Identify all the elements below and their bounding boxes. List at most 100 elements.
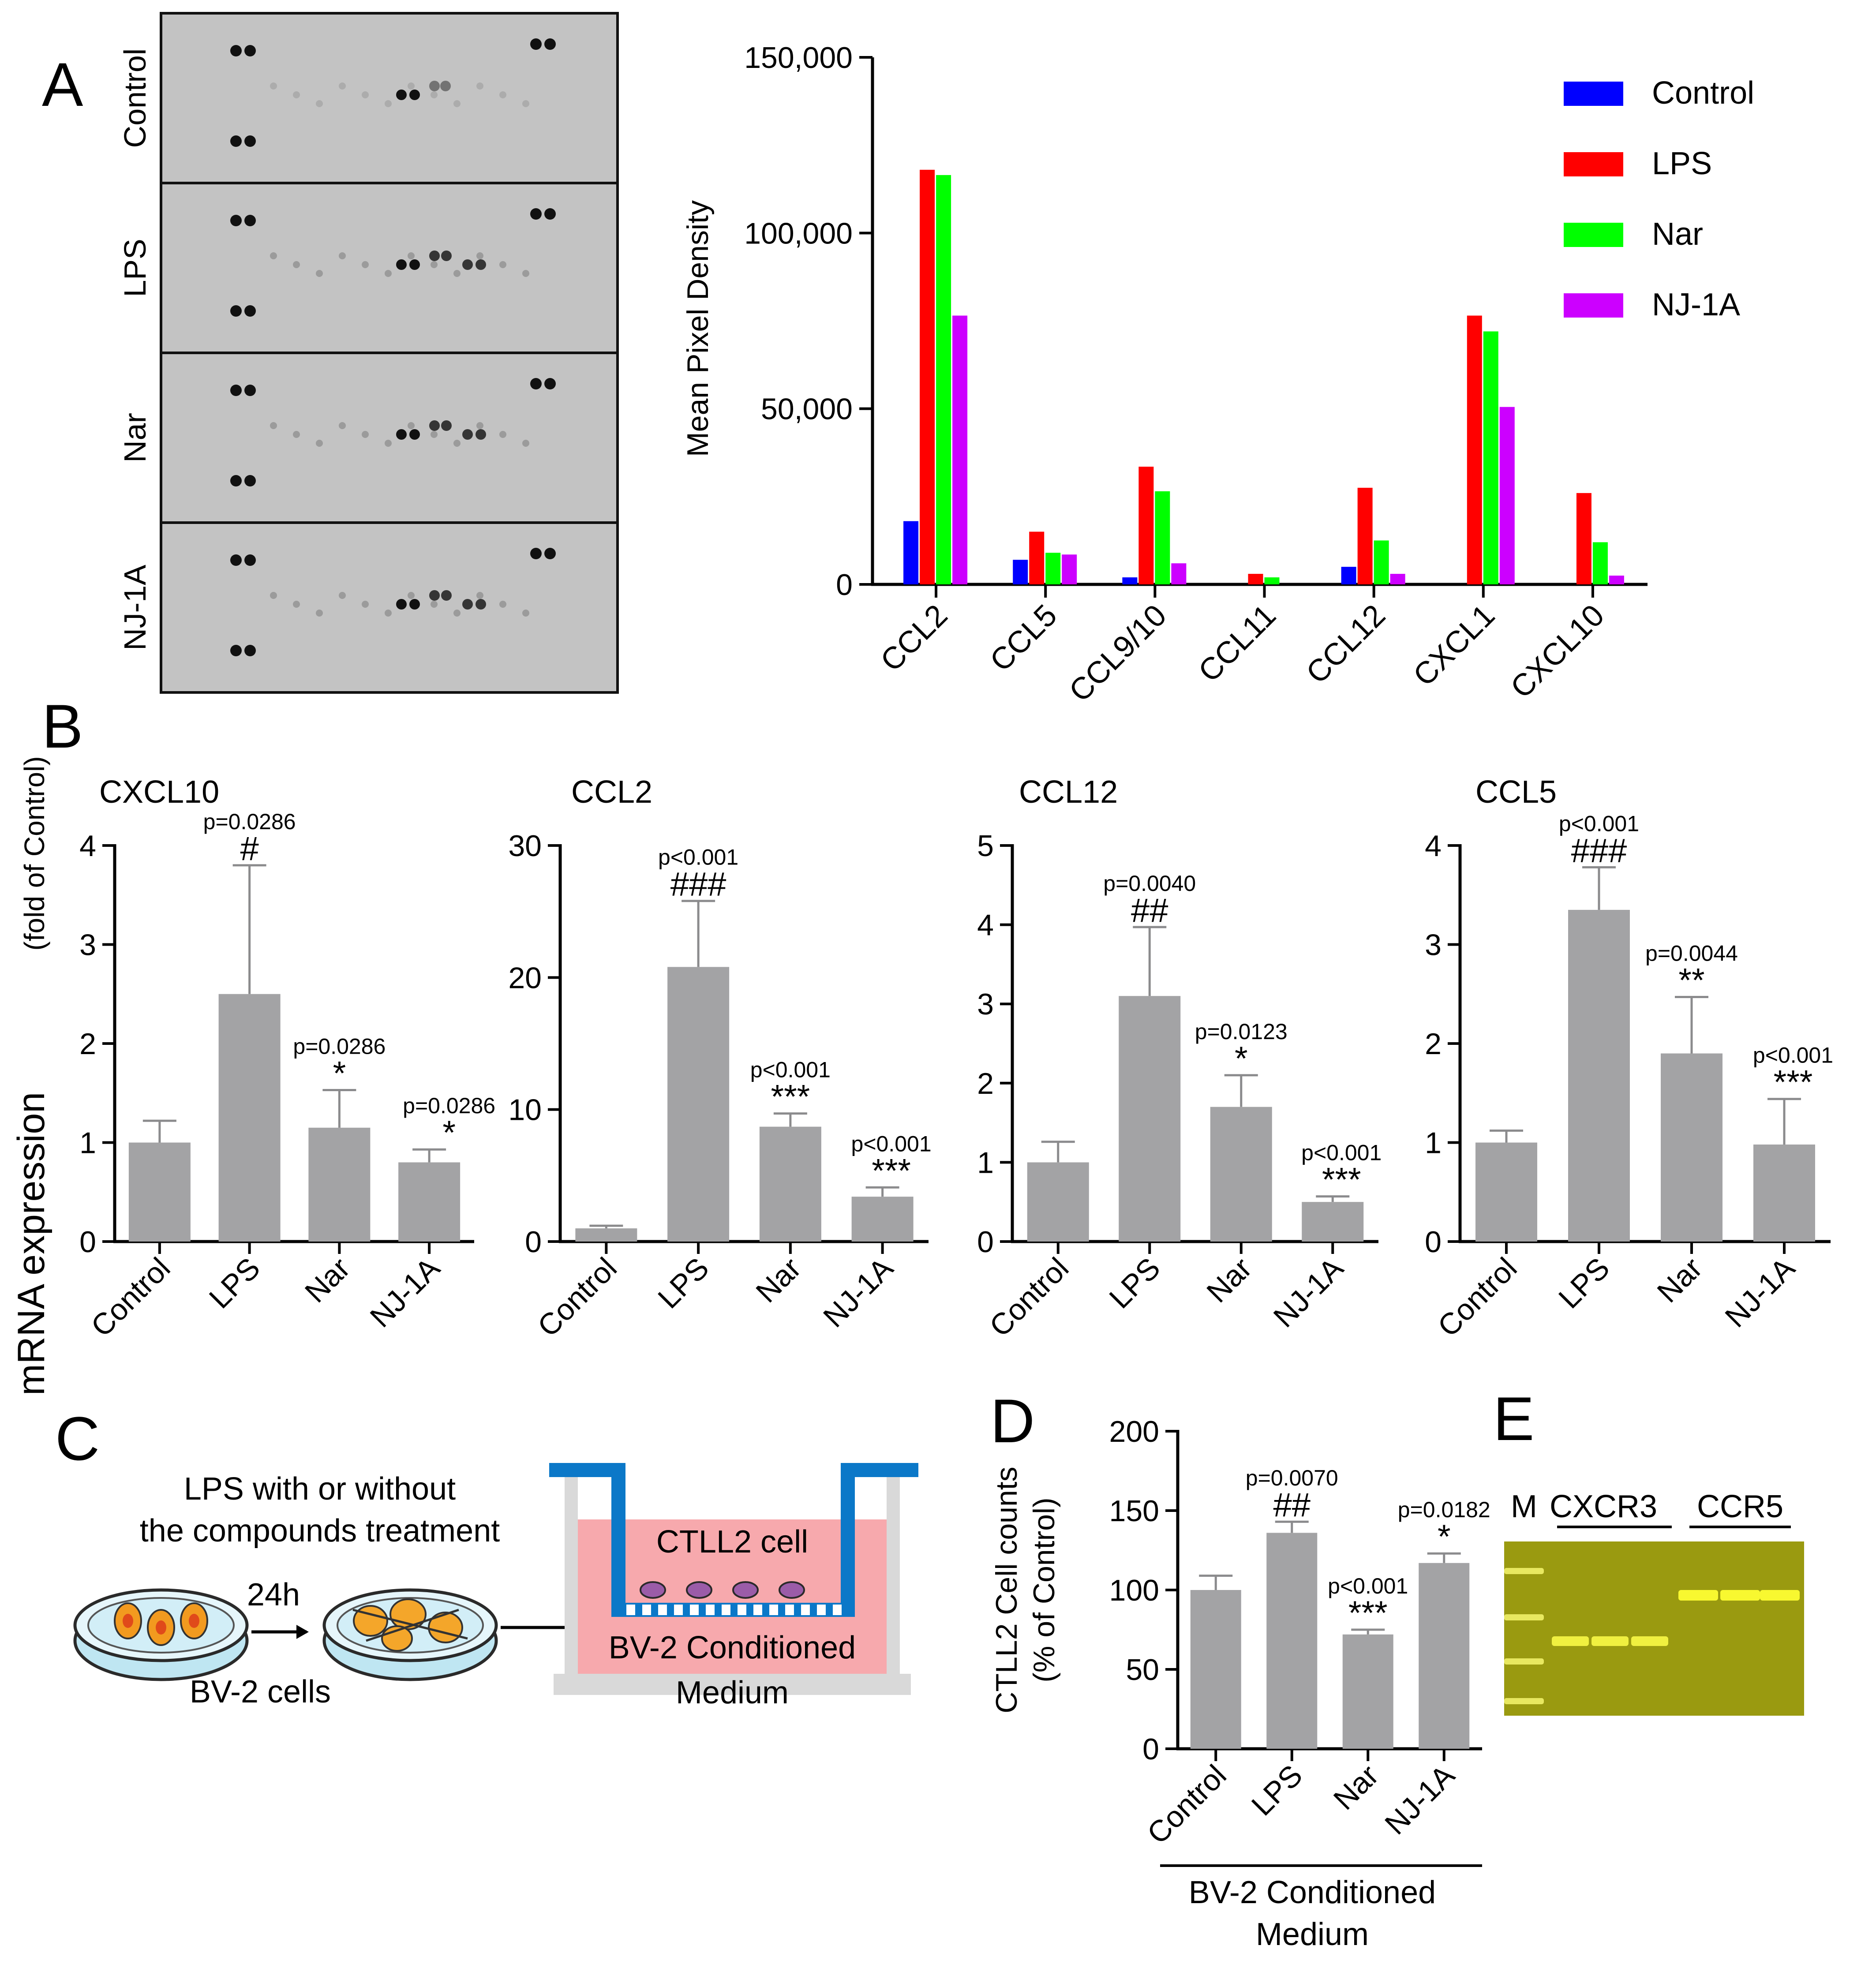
bar-nar: [1661, 1053, 1722, 1242]
reference-spot: [244, 645, 256, 656]
membrane-pore: [801, 1605, 810, 1615]
significance-mark: *: [442, 1114, 456, 1152]
bar-lps-ccl12: [1357, 487, 1373, 584]
faint-spot: [431, 261, 438, 268]
p-value: p<0.001: [1301, 1141, 1382, 1165]
membrane-pore: [738, 1605, 746, 1615]
culture-dish-icon: [73, 1588, 249, 1681]
rt-pcr-gel: M CXCR3 CCR5: [1504, 1489, 1804, 1716]
faint-spot: [431, 601, 438, 608]
treatment-line-1: LPS with or without: [184, 1471, 456, 1507]
significance-mark: ##: [1273, 1486, 1311, 1524]
array-membrane-0: [160, 12, 619, 184]
x-tick-label: NJ-1A: [817, 1251, 900, 1334]
membrane-pore: [642, 1605, 651, 1615]
legend-swatch-control: [1564, 82, 1623, 106]
faint-spot: [270, 252, 277, 259]
faint-spot: [362, 601, 369, 608]
bar-nj-1a: [1753, 1144, 1815, 1242]
x-axis-label-2: Medium: [1256, 1917, 1369, 1952]
x-tick-label: Nar: [749, 1251, 807, 1309]
reference-spot: [244, 135, 256, 147]
significance-mark: #: [240, 830, 258, 868]
panel-label-a: A: [42, 50, 83, 119]
faint-spot: [408, 422, 415, 429]
bar-nj-1a: [398, 1162, 461, 1242]
faint-spot: [362, 431, 369, 438]
mrna-ylabel-main: mRNA expression: [10, 1092, 52, 1395]
faint-spot: [453, 610, 461, 617]
p-value: p=0.0286: [203, 809, 296, 834]
reference-spot: [244, 45, 256, 56]
panel-label-d: D: [990, 1386, 1035, 1455]
arrow-1-head: [296, 1625, 309, 1639]
reference-spot: [230, 135, 242, 147]
y-tick-label: 100: [1109, 1574, 1159, 1607]
membrane-pore: [690, 1605, 699, 1615]
chemokine-spot: [409, 429, 420, 440]
marker-lane-label: M: [1511, 1489, 1537, 1524]
array-membrane-3: [160, 521, 619, 694]
chemokine-spot: [441, 590, 452, 601]
bar-nar: [308, 1127, 371, 1242]
chemokine-spot: [396, 259, 407, 270]
bar-nar: [1210, 1107, 1272, 1242]
x-tick-label: NJ-1A: [1378, 1758, 1461, 1841]
ctll2-migration-chart: 0 50 100 150 200 Control LPS ##p=0.0070 Nar ***p<…: [990, 1415, 1490, 1952]
faint-spot: [293, 601, 300, 608]
p-value: p<0.001: [750, 1058, 831, 1082]
x-tick-label: NJ-1A: [1719, 1251, 1801, 1334]
x-tick-label: NJ-1A: [363, 1251, 446, 1334]
marker-band: [1504, 1698, 1544, 1704]
p-value: p=0.0286: [293, 1034, 386, 1059]
y-tick-label: 5: [977, 829, 994, 863]
faint-spot: [522, 440, 529, 447]
faint-spot: [270, 592, 277, 599]
x-tick-label: LPS: [1103, 1251, 1167, 1315]
reference-spot: [244, 305, 256, 317]
faint-spot: [339, 592, 346, 599]
faint-spot: [522, 610, 529, 617]
x-tick-label: CXCL10: [1504, 598, 1610, 704]
chart-title: CCL2: [571, 774, 652, 810]
x-tick-label: CCL5: [983, 598, 1063, 678]
protein-array-blots: Control LPS Nar NJ-1A: [118, 12, 619, 694]
faint-spot: [476, 82, 483, 90]
legend-label: LPS: [1652, 146, 1712, 181]
chemokine-spot: [441, 420, 452, 431]
bar-control-ccl12: [1341, 567, 1356, 584]
bar-control: [575, 1228, 637, 1242]
significance-mark: ##: [1131, 892, 1168, 929]
ccr5-lane-label: CCR5: [1697, 1489, 1783, 1524]
chemokine-spot: [429, 81, 440, 91]
upper-cell-label: CTLL2 cell: [656, 1524, 808, 1560]
reference-spot: [544, 208, 556, 220]
bar-lps-cxcl1: [1467, 315, 1482, 584]
panel-label-e: E: [1493, 1384, 1534, 1453]
significance-mark: ***: [1774, 1064, 1813, 1101]
array-row-label: NJ-1A: [118, 565, 152, 651]
y-tick-label: 3: [79, 928, 96, 962]
reference-spot: [244, 385, 256, 396]
p-value: p=0.0286: [403, 1093, 495, 1118]
x-tick-label: Control: [1431, 1251, 1524, 1343]
faint-spot: [270, 82, 277, 90]
reference-spot: [544, 38, 556, 50]
reference-spot: [230, 45, 242, 56]
faint-spot: [408, 592, 415, 599]
significance-mark: *: [1235, 1040, 1248, 1077]
culture-dish-activated-icon: [322, 1588, 498, 1681]
reference-spot: [244, 475, 256, 486]
bar-nar-ccl11: [1264, 577, 1280, 584]
bar-control-ccl9/10: [1122, 577, 1138, 584]
bar-lps-ccl9/10: [1138, 467, 1154, 584]
faint-spot: [293, 91, 300, 98]
significance-mark: ***: [1348, 1594, 1388, 1632]
chart-ccl12: 0 1 2 3 4 5 CCL12 Control LPS ##p=0.0040 Nar *p=0.0…: [977, 774, 1382, 1343]
cxcr3-band: [1631, 1636, 1668, 1646]
faint-spot: [339, 82, 346, 90]
y-tick-label: 1: [79, 1126, 96, 1160]
faint-spot: [316, 610, 323, 617]
